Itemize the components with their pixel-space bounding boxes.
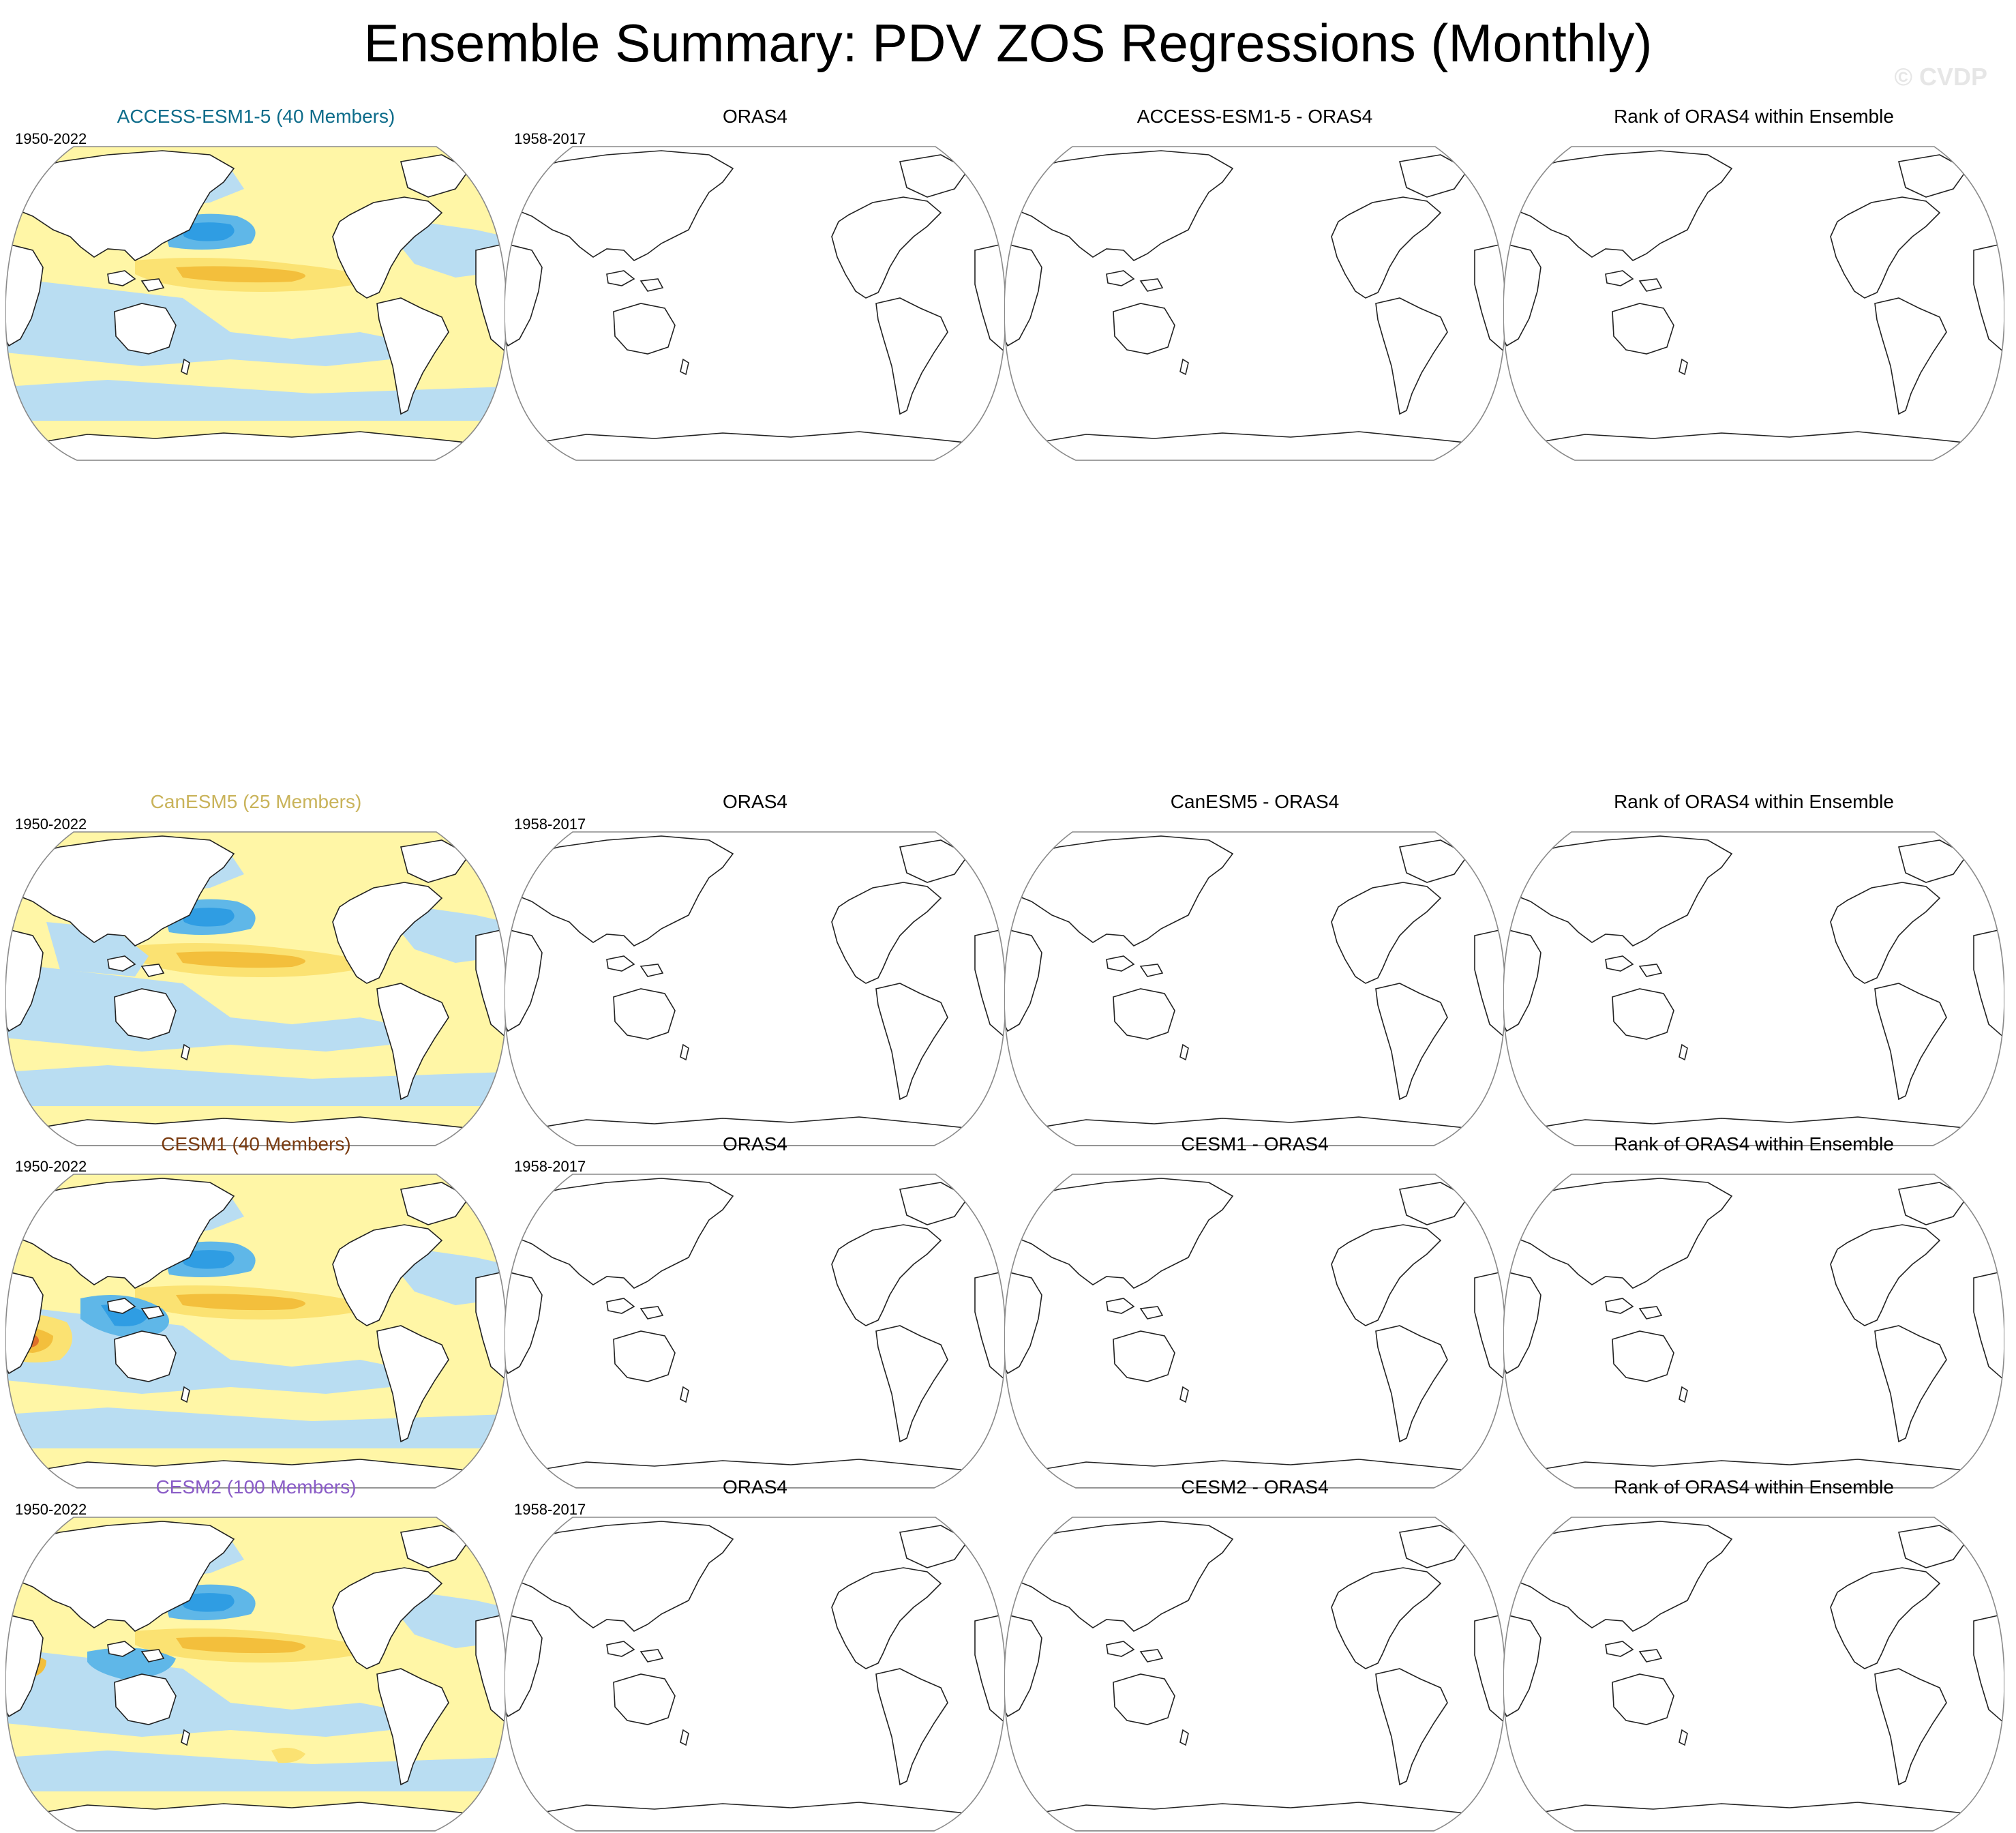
panel-rank: Rank of ORAS4 within Ensemble (1503, 1476, 2004, 1832)
map-boundary (1004, 1517, 1505, 1832)
panel-title: Rank of ORAS4 within Ensemble (1614, 1133, 1894, 1154)
map-boundary (1503, 1517, 2004, 1832)
watermark: © CVDP (1894, 63, 1987, 91)
coastline-outline (505, 150, 1006, 460)
world-map-diff (1004, 1174, 1505, 1489)
panel-model: ACCESS-ESM1-5 (40 Members) 1950-2022 (5, 106, 507, 461)
panel-title: ACCESS-ESM1-5 (40 Members) (117, 106, 395, 127)
world-map-model (5, 1517, 507, 1832)
panel-title: CESM2 - ORAS4 (1181, 1476, 1329, 1497)
world-map-diff (1004, 146, 1505, 461)
panel-obs: ORAS4 1958-2017 (505, 791, 1006, 1146)
map-boundary (505, 1174, 1006, 1489)
panel-diff: CESM2 - ORAS4 (1004, 1476, 1505, 1832)
panel-title: ORAS4 (723, 1133, 787, 1154)
map-boundary (5, 831, 507, 1146)
coastline-outline (1004, 835, 1505, 1146)
world-map-rank (1503, 1517, 2004, 1832)
world-map-model (5, 831, 507, 1146)
map-boundary (1004, 1174, 1505, 1489)
years-label: 1958-2017 (514, 1158, 586, 1175)
map-boundary (5, 146, 507, 461)
panel-title: Rank of ORAS4 within Ensemble (1614, 791, 1894, 812)
world-map-model (5, 1174, 507, 1489)
years-label: 1950-2022 (15, 816, 87, 833)
world-map-rank (1503, 1174, 2004, 1489)
figure-title: Ensemble Summary: PDV ZOS Regressions (M… (363, 13, 1653, 73)
panel-diff: ACCESS-ESM1-5 - ORAS4 (1004, 106, 1505, 461)
map-boundary (1503, 1174, 2004, 1489)
map-boundary (505, 831, 1006, 1146)
world-map-diff (1004, 831, 1505, 1146)
panel-title: CanESM5 - ORAS4 (1170, 791, 1340, 812)
years-label: 1950-2022 (15, 130, 87, 147)
coastline-outline (1004, 1521, 1505, 1831)
panel-model: CESM2 (100 Members) 1950-2022 (5, 1476, 507, 1832)
map-boundary (1503, 146, 2004, 461)
map-boundary (1503, 831, 2004, 1146)
world-map-obs (505, 146, 1006, 461)
world-map-rank (1503, 146, 2004, 461)
panel-title: ORAS4 (723, 791, 787, 812)
panel-title: ORAS4 (723, 1476, 787, 1497)
coastline-outline (1503, 1178, 2004, 1488)
panel-title: CESM1 (40 Members) (161, 1133, 351, 1154)
map-boundary (5, 1517, 507, 1832)
panel-model: CESM1 (40 Members) 1950-2022 (5, 1133, 507, 1489)
panel-rank: Rank of ORAS4 within Ensemble (1503, 106, 2004, 461)
map-boundary (505, 146, 1006, 461)
coastline-outline (1004, 150, 1505, 460)
years-label: 1958-2017 (514, 130, 586, 147)
world-map-obs (505, 1517, 1006, 1832)
coastline-outline (505, 1178, 1006, 1488)
map-boundary (505, 1517, 1006, 1832)
map-boundary (1004, 146, 1505, 461)
panel-diff: CanESM5 - ORAS4 (1004, 791, 1505, 1146)
map-boundary (5, 1174, 507, 1489)
panel-title: CanESM5 (25 Members) (150, 791, 362, 812)
panel-diff: CESM1 - ORAS4 (1004, 1133, 1505, 1489)
panel-obs: ORAS4 1958-2017 (505, 106, 1006, 461)
panel-title: ACCESS-ESM1-5 - ORAS4 (1137, 106, 1373, 127)
years-label: 1950-2022 (15, 1158, 87, 1175)
panel-title: Rank of ORAS4 within Ensemble (1614, 106, 1894, 127)
years-label: 1958-2017 (514, 1501, 586, 1518)
coastline-outline (1503, 150, 2004, 460)
world-map-obs (505, 831, 1006, 1146)
panel-title: Rank of ORAS4 within Ensemble (1614, 1476, 1894, 1497)
panel-title: ORAS4 (723, 106, 787, 127)
coastline-outline (1004, 1178, 1505, 1488)
coastline-outline (505, 1521, 1006, 1831)
panel-title: CESM2 (100 Members) (155, 1476, 357, 1497)
panel-model: CanESM5 (25 Members) 1950-2022 (5, 791, 507, 1146)
panel-title: CESM1 - ORAS4 (1181, 1133, 1329, 1154)
coastline-outline (1503, 1521, 2004, 1831)
panel-obs: ORAS4 1958-2017 (505, 1476, 1006, 1832)
coastline-outline (1503, 835, 2004, 1146)
panel-obs: ORAS4 1958-2017 (505, 1133, 1006, 1489)
years-label: 1958-2017 (514, 816, 586, 833)
world-map-obs (505, 1174, 1006, 1489)
world-map-diff (1004, 1517, 1505, 1832)
coastline-outline (505, 835, 1006, 1146)
world-map-rank (1503, 831, 2004, 1146)
map-boundary (1004, 831, 1505, 1146)
panel-rank: Rank of ORAS4 within Ensemble (1503, 1133, 2004, 1489)
world-map-model (5, 146, 507, 461)
panel-rank: Rank of ORAS4 within Ensemble (1503, 791, 2004, 1146)
years-label: 1950-2022 (15, 1501, 87, 1518)
